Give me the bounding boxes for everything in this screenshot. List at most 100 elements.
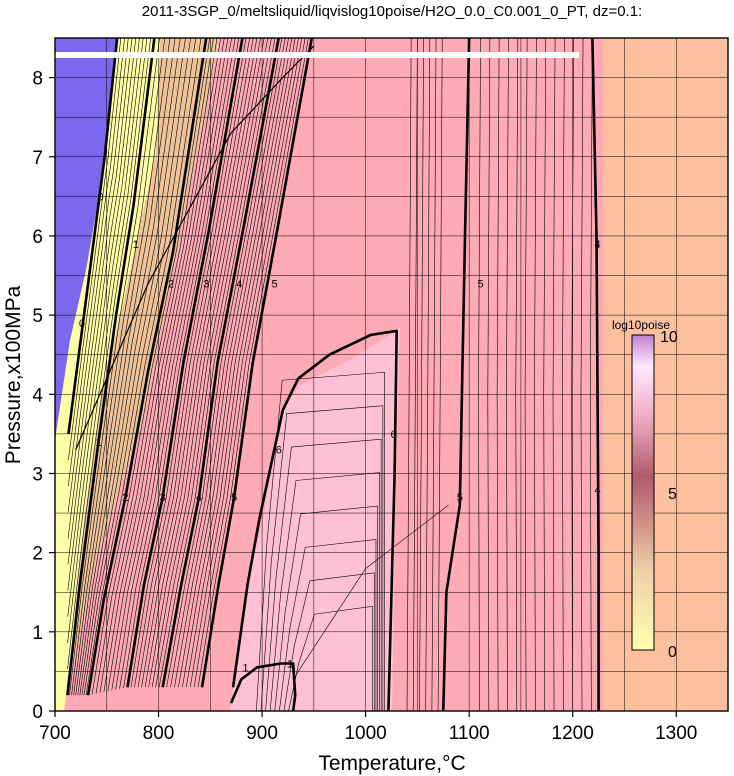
y-ticks: 0 1 2 3 4 5 6 7 8	[32, 69, 55, 723]
contour-line-minor	[69, 38, 160, 696]
contour-label: 0	[79, 318, 85, 330]
contour-label-text: 1	[287, 658, 293, 670]
contour-line-minor	[73, 38, 171, 696]
bold-contours	[66, 38, 600, 711]
colorbar-tick-label: 5	[668, 486, 677, 503]
contour-label: 1	[133, 239, 139, 251]
y-axis-label: Pressure,x100MPa	[2, 285, 25, 464]
contour-label-text: 4	[594, 239, 600, 251]
phase-boundary	[75, 45, 315, 450]
region-below-0	[55, 38, 117, 440]
contour-label-text: 1	[242, 662, 248, 674]
colorbar-tick-label: 10	[660, 329, 678, 346]
x-axis-label: Temperature,°C	[318, 752, 465, 775]
contour-labels: 0 0 1 1 2 2 3 3 4 4 5 5 6 6 5 5 4 4 1 1	[79, 191, 601, 674]
contour-line-level-4	[591, 38, 600, 711]
contour-line-minor	[67, 38, 140, 591]
contour-line-minor	[119, 38, 236, 689]
contour-line-minor	[269, 472, 380, 711]
y-tick-label: 8	[32, 69, 43, 90]
plot-frame	[54, 37, 729, 712]
contour-label-text: 0	[97, 191, 103, 203]
contour-label-text: 2	[168, 278, 174, 290]
contour-line-minor	[95, 38, 214, 694]
contour-label: 5	[477, 278, 483, 290]
contour-label-text: 4	[236, 278, 242, 290]
contour-line-minor	[260, 405, 384, 711]
plot-area: 0 0 1 1 2 2 3 3 4 4 5 5 6 6 5 5 4 4 1 1	[55, 38, 728, 711]
contour-line-minor	[115, 38, 232, 690]
region-above-6	[230, 328, 400, 711]
contour-line-level-2	[86, 38, 208, 696]
contour-line-minor	[107, 38, 225, 692]
colorbar-tick-label: 0	[668, 644, 677, 661]
contour-label-text: 6	[391, 429, 397, 441]
contour-label: 1	[242, 662, 248, 674]
contour-label-text: 0	[79, 318, 85, 330]
y-tick-label: 0	[32, 702, 43, 723]
contour-line-level-1	[66, 38, 156, 696]
contour-label-text: 5	[477, 278, 483, 290]
contour-label-text: 1	[133, 239, 139, 251]
contour-label: 5	[271, 278, 277, 290]
x-tick-label: 900	[246, 723, 278, 744]
contour-line-minor	[288, 605, 373, 711]
contour-label-text: 5	[231, 492, 237, 504]
contour-label: 0	[97, 191, 103, 203]
contour-line-minor	[91, 38, 211, 695]
contour-line-minor	[103, 38, 221, 693]
contour-label: 6	[391, 429, 397, 441]
contour-line-minor	[67, 38, 148, 643]
contour-line-minor	[99, 38, 218, 693]
y-tick-label: 4	[32, 385, 43, 406]
contour-label-text: 3	[203, 278, 209, 290]
colorbar-ramp	[631, 334, 655, 651]
colorbar: log10poise 0 5 10	[612, 318, 678, 661]
contour-label-text: 1	[95, 437, 101, 449]
contour-label-text: 5	[271, 278, 277, 290]
x-tick-label: 1000	[344, 723, 386, 744]
contour-line-minor	[68, 38, 122, 461]
contour-label: 6	[276, 445, 282, 457]
contour-label: 2	[122, 492, 128, 504]
contour-line-minor	[83, 38, 197, 696]
contour-label-text: 4	[196, 492, 202, 504]
grid	[55, 38, 728, 711]
contour-line-minor	[81, 38, 191, 696]
contour-label: 4	[594, 239, 600, 251]
top-band	[55, 52, 579, 58]
contour-label: 5	[457, 492, 463, 504]
contour-label: 1	[95, 437, 101, 449]
y-tick-label: 5	[32, 306, 43, 327]
chart-title: 2011-3SGP_0/meltsliquid/liqvislog10poise…	[142, 3, 642, 20]
y-tick-label: 2	[32, 544, 43, 565]
x-tick-label: 700	[39, 723, 71, 744]
x-tick-label: 800	[143, 723, 175, 744]
contour-line-minor	[67, 38, 125, 487]
x-tick-label: 1200	[552, 723, 594, 744]
contour-label: 3	[203, 278, 209, 290]
y-tick-label: 1	[32, 623, 43, 644]
contour-label-text: 5	[457, 492, 463, 504]
contour-line-minor	[85, 38, 202, 696]
contour-line-minor	[279, 539, 377, 711]
contour-line-level-3	[126, 38, 244, 688]
contour-line-level-5	[441, 38, 471, 711]
x-tick-label: 1300	[655, 723, 697, 744]
colorbar-title: log10poise	[612, 318, 670, 332]
contour-line-level-0	[67, 38, 119, 435]
contour-line-level-6	[231, 329, 398, 711]
contour-line-minor	[283, 572, 375, 711]
contour-line-minor	[67, 38, 133, 539]
contour-label-text: 2	[122, 492, 128, 504]
contour-line-level-5	[200, 38, 314, 688]
contour-label-text: 4	[594, 484, 600, 496]
contour-line-minor	[75, 38, 176, 696]
y-tick-label: 7	[32, 148, 43, 169]
contour-line-minor	[79, 38, 186, 696]
contour-line-minor	[71, 38, 166, 696]
contour-label: 4	[236, 278, 242, 290]
contour-label-text: 6	[276, 445, 282, 457]
contour-line-minor	[274, 505, 378, 711]
